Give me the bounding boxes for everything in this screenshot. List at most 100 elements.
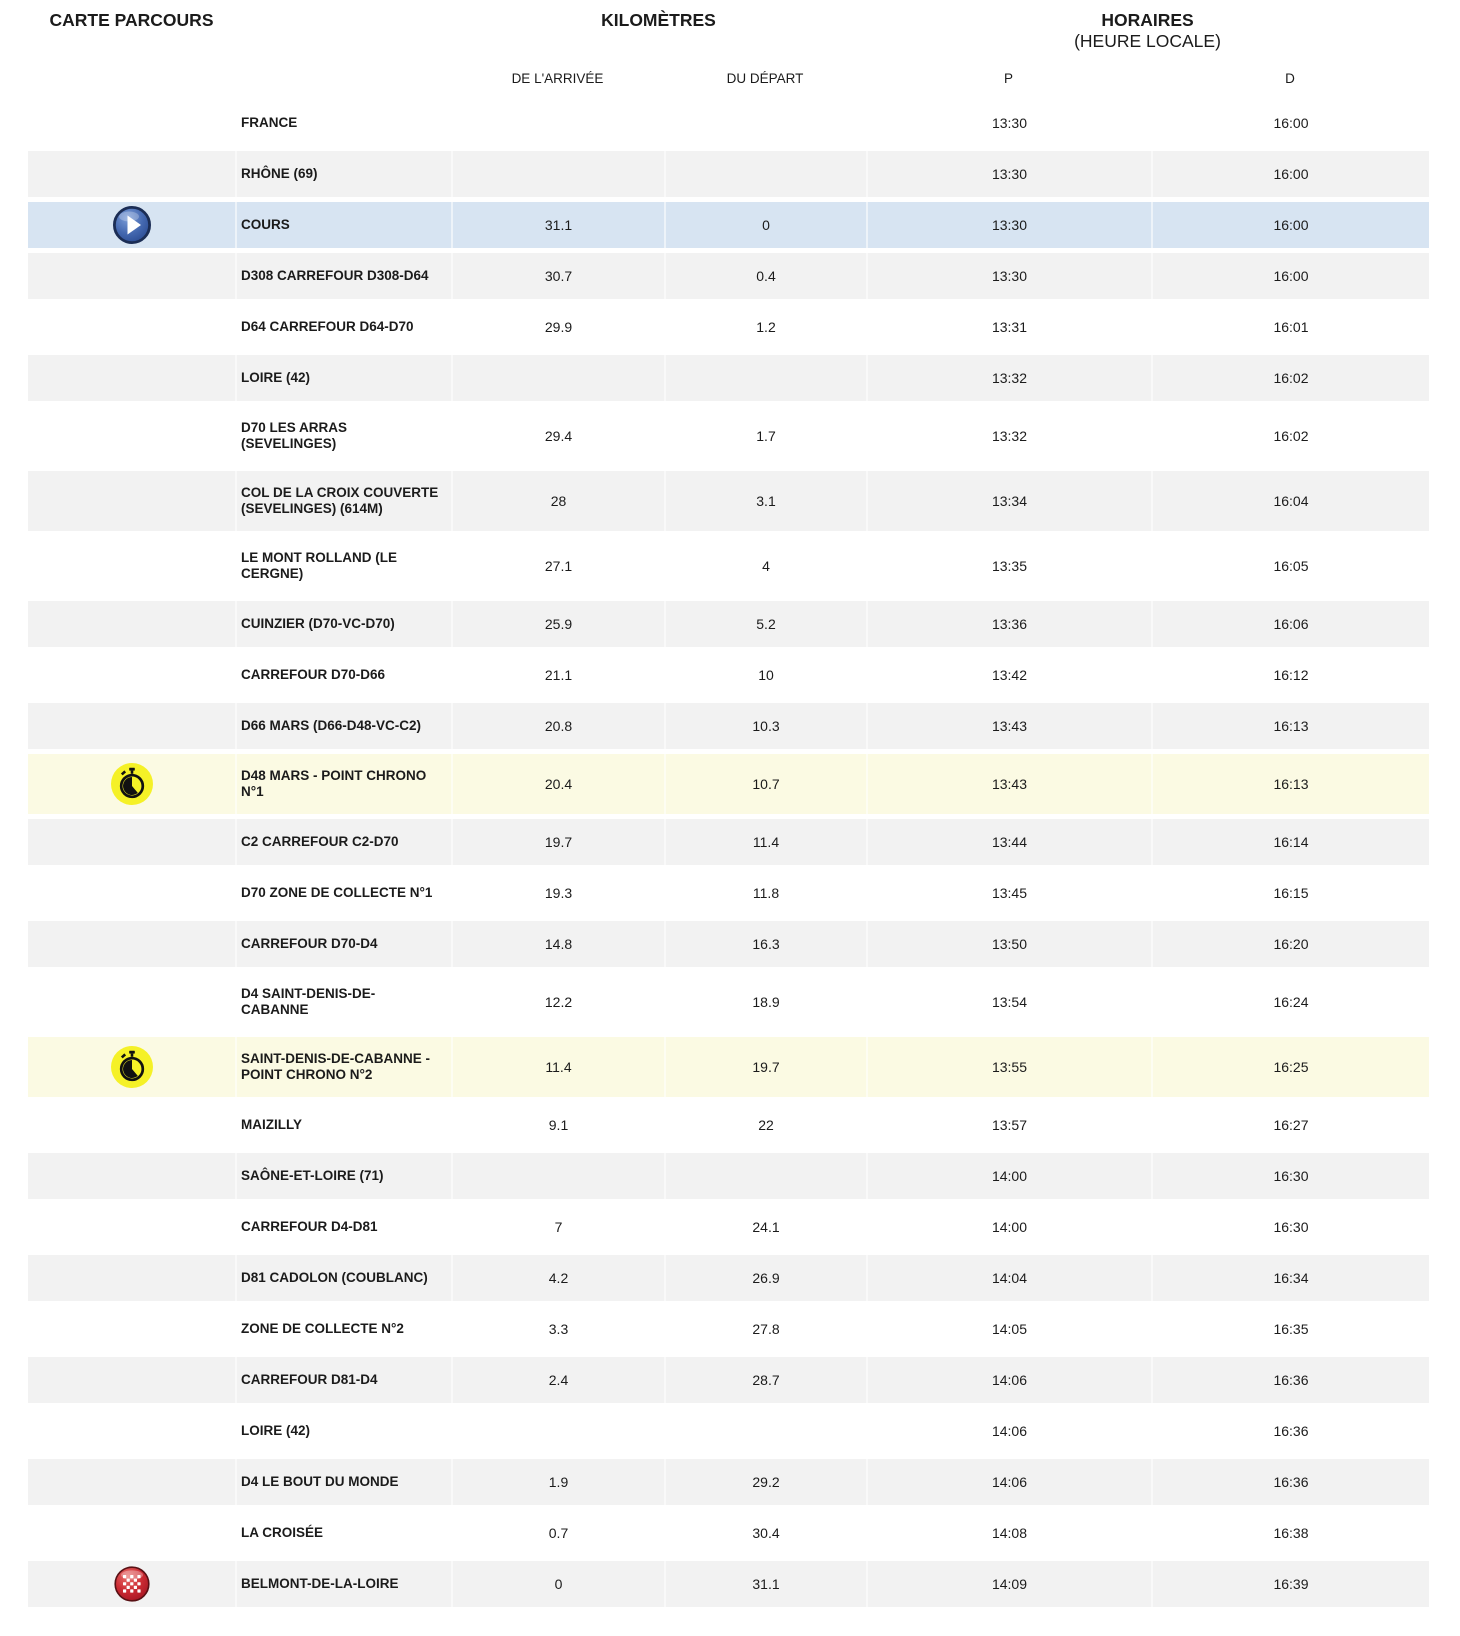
- row-time-p: 14:00: [866, 1204, 1151, 1250]
- row-time-p: 13:35: [866, 536, 1151, 596]
- row-time-p: 13:31: [866, 304, 1151, 350]
- table-row[interactable]: CARREFOUR D70-D4 14.8 16.3 13:50 16:20: [28, 921, 1429, 967]
- table-row[interactable]: COURS 31.1 0 13:30 16:00: [28, 202, 1429, 248]
- row-km-from-start: 3.1: [664, 471, 866, 531]
- row-km-from-start: 10.7: [664, 754, 866, 814]
- row-location: CARREFOUR D70-D4: [235, 921, 451, 967]
- row-km-from-start: 10: [664, 652, 866, 698]
- table-row[interactable]: SAINT-DENIS-DE-CABANNE - POINT CHRONO N°…: [28, 1037, 1429, 1097]
- row-icon-cell: [28, 1037, 235, 1097]
- row-icon-cell: [28, 355, 235, 401]
- row-time-p: 14:00: [866, 1153, 1151, 1199]
- row-time-p: 14:08: [866, 1510, 1151, 1556]
- table-row[interactable]: D48 MARS - POINT CHRONO N°1 20.4 10.7 13…: [28, 754, 1429, 814]
- table-row[interactable]: RHÔNE (69) 13:30 16:00: [28, 151, 1429, 197]
- row-icon-cell: [28, 202, 235, 248]
- row-location: D308 CARREFOUR D308-D64: [235, 253, 451, 299]
- subheader-d: D: [1285, 71, 1295, 86]
- row-time-d: 16:04: [1151, 471, 1429, 531]
- row-km-from-finish: 1.9: [451, 1459, 664, 1505]
- row-location: D81 CADOLON (COUBLANC): [235, 1255, 451, 1301]
- table-row[interactable]: FRANCE 13:30 16:00: [28, 100, 1429, 146]
- row-time-p: 13:43: [866, 754, 1151, 814]
- table-row[interactable]: D4 LE BOUT DU MONDE 1.9 29.2 14:06 16:36: [28, 1459, 1429, 1505]
- row-km-from-start: 28.7: [664, 1357, 866, 1403]
- start-icon: [112, 205, 152, 245]
- row-location: SAINT-DENIS-DE-CABANNE - POINT CHRONO N°…: [235, 1037, 451, 1097]
- row-location: D4 LE BOUT DU MONDE: [235, 1459, 451, 1505]
- row-time-p: 13:44: [866, 819, 1151, 865]
- row-location: D64 CARREFOUR D64-D70: [235, 304, 451, 350]
- row-km-from-finish: [451, 151, 664, 197]
- row-time-d: 16:02: [1151, 355, 1429, 401]
- header-heure-locale: (HEURE LOCALE): [1074, 31, 1221, 51]
- chrono-icon: [109, 761, 155, 807]
- table-row[interactable]: D70 LES ARRAS (SEVELINGES) 29.4 1.7 13:3…: [28, 406, 1429, 466]
- table-row[interactable]: LOIRE (42) 13:32 16:02: [28, 355, 1429, 401]
- table-row[interactable]: BELMONT-DE-LA-LOIRE 0 31.1 14:09 16:39: [28, 1561, 1429, 1607]
- row-time-p: 13:50: [866, 921, 1151, 967]
- row-time-d: 16:27: [1151, 1102, 1429, 1148]
- table-row[interactable]: LE MONT ROLLAND (LE CERGNE) 27.1 4 13:35…: [28, 536, 1429, 596]
- row-icon-cell: [28, 1561, 235, 1607]
- row-location: CUINZIER (D70-VC-D70): [235, 601, 451, 647]
- row-icon-cell: [28, 870, 235, 916]
- table-row[interactable]: D308 CARREFOUR D308-D64 30.7 0.4 13:30 1…: [28, 253, 1429, 299]
- table-row[interactable]: CARREFOUR D81-D4 2.4 28.7 14:06 16:36: [28, 1357, 1429, 1403]
- row-km-from-start: [664, 151, 866, 197]
- route-table-body: FRANCE 13:30 16:00 RHÔNE (69) 13:30 16:0…: [28, 100, 1429, 1607]
- chrono-icon: [109, 1044, 155, 1090]
- row-time-d: 16:14: [1151, 819, 1429, 865]
- row-location: C2 CARREFOUR C2-D70: [235, 819, 451, 865]
- row-km-from-finish: [451, 355, 664, 401]
- row-km-from-start: [664, 100, 866, 146]
- table-row[interactable]: CARREFOUR D4-D81 7 24.1 14:00 16:30: [28, 1204, 1429, 1250]
- table-row[interactable]: D4 SAINT-DENIS-DE- CABANNE 12.2 18.9 13:…: [28, 972, 1429, 1032]
- row-location: D4 SAINT-DENIS-DE- CABANNE: [235, 972, 451, 1032]
- row-time-d: 16:02: [1151, 406, 1429, 466]
- row-location: LOIRE (42): [235, 1408, 451, 1454]
- row-icon-cell: [28, 703, 235, 749]
- table-row[interactable]: CUINZIER (D70-VC-D70) 25.9 5.2 13:36 16:…: [28, 601, 1429, 647]
- table-row[interactable]: D81 CADOLON (COUBLANC) 4.2 26.9 14:04 16…: [28, 1255, 1429, 1301]
- header-horaires-title: HORAIRES: [1101, 10, 1194, 30]
- row-time-p: 14:06: [866, 1357, 1151, 1403]
- row-km-from-finish: [451, 1408, 664, 1454]
- table-row[interactable]: MAIZILLY 9.1 22 13:57 16:27: [28, 1102, 1429, 1148]
- table-row[interactable]: COL DE LA CROIX COUVERTE (SEVELINGES) (6…: [28, 471, 1429, 531]
- table-row[interactable]: C2 CARREFOUR C2-D70 19.7 11.4 13:44 16:1…: [28, 819, 1429, 865]
- row-location: CARREFOUR D70-D66: [235, 652, 451, 698]
- row-icon-cell: [28, 471, 235, 531]
- table-row[interactable]: CARREFOUR D70-D66 21.1 10 13:42 16:12: [28, 652, 1429, 698]
- row-location: CARREFOUR D81-D4: [235, 1357, 451, 1403]
- row-icon-cell: [28, 1255, 235, 1301]
- row-km-from-finish: 7: [451, 1204, 664, 1250]
- row-time-p: 13:30: [866, 100, 1151, 146]
- table-row[interactable]: LA CROISÉE 0.7 30.4 14:08 16:38: [28, 1510, 1429, 1556]
- row-km-from-finish: 27.1: [451, 536, 664, 596]
- table-row[interactable]: LOIRE (42) 14:06 16:36: [28, 1408, 1429, 1454]
- row-time-p: 13:57: [866, 1102, 1151, 1148]
- row-time-d: 16:15: [1151, 870, 1429, 916]
- row-km-from-finish: 14.8: [451, 921, 664, 967]
- subheader-p: P: [1003, 71, 1013, 86]
- row-location: RHÔNE (69): [235, 151, 451, 197]
- table-row[interactable]: D70 ZONE DE COLLECTE N°1 19.3 11.8 13:45…: [28, 870, 1429, 916]
- table-row[interactable]: SAÔNE-ET-LOIRE (71) 14:00 16:30: [28, 1153, 1429, 1199]
- row-km-from-finish: [451, 1153, 664, 1199]
- row-km-from-finish: 30.7: [451, 253, 664, 299]
- header-kilometres: KILOMÈTRES: [601, 10, 716, 30]
- row-icon-cell: [28, 536, 235, 596]
- row-km-from-start: [664, 1153, 866, 1199]
- row-time-d: 16:38: [1151, 1510, 1429, 1556]
- row-time-d: 16:06: [1151, 601, 1429, 647]
- row-time-p: 14:09: [866, 1561, 1151, 1607]
- row-km-from-start: 22: [664, 1102, 866, 1148]
- table-row[interactable]: D64 CARREFOUR D64-D70 29.9 1.2 13:31 16:…: [28, 304, 1429, 350]
- row-time-p: 14:04: [866, 1255, 1151, 1301]
- row-time-p: 13:42: [866, 652, 1151, 698]
- row-icon-cell: [28, 601, 235, 647]
- table-row[interactable]: D66 MARS (D66-D48-VC-C2) 20.8 10.3 13:43…: [28, 703, 1429, 749]
- row-icon-cell: [28, 1153, 235, 1199]
- table-row[interactable]: ZONE DE COLLECTE N°2 3.3 27.8 14:05 16:3…: [28, 1306, 1429, 1352]
